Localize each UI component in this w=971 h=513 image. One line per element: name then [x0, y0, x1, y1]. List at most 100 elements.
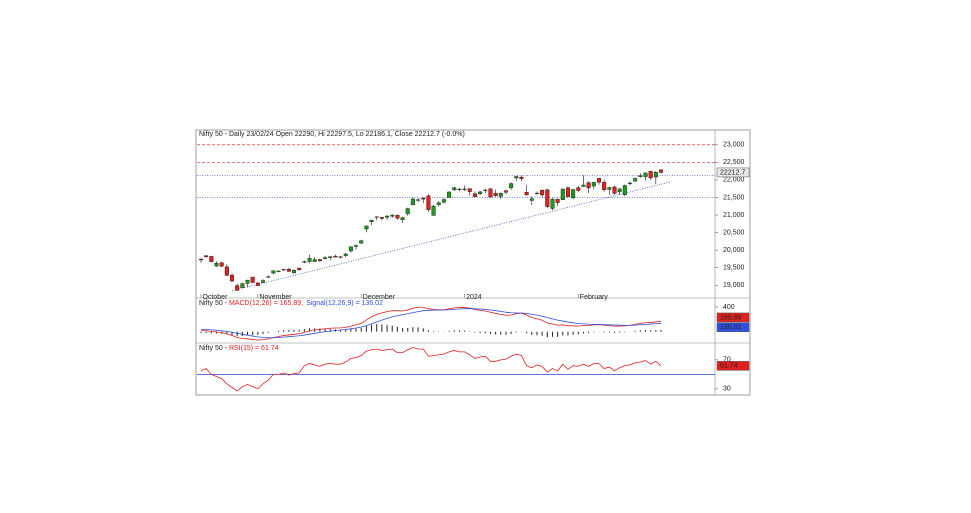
candle-body	[230, 274, 235, 282]
candle-body	[581, 184, 586, 187]
candle-body	[462, 188, 467, 190]
candle-body	[653, 172, 658, 178]
candle-body	[416, 199, 421, 201]
value-box	[716, 167, 750, 178]
y-tick-label: 22,000	[723, 177, 745, 184]
candle-body	[385, 215, 390, 218]
candle-body	[240, 283, 245, 288]
candle-body	[441, 199, 446, 203]
candle-body	[328, 256, 333, 258]
candle-body	[478, 191, 483, 194]
candle-body	[410, 198, 415, 206]
macd-line	[200, 306, 662, 341]
trend-line	[231, 181, 672, 292]
y-tick-label: 23,000	[723, 142, 745, 149]
candle-body	[312, 259, 317, 262]
y-tick-label: 70	[723, 357, 731, 364]
candle-body	[534, 192, 539, 194]
candle-body	[596, 178, 601, 183]
candle-body	[390, 214, 395, 217]
candle-body	[514, 176, 519, 179]
candle-body	[498, 193, 503, 197]
macd-line	[200, 308, 662, 339]
candle-body	[209, 256, 214, 262]
candle-body	[571, 189, 576, 199]
candle-body	[421, 198, 426, 200]
candle-body	[638, 175, 643, 177]
candle-body	[560, 188, 565, 200]
candle-body	[204, 255, 209, 257]
candle-body	[555, 198, 560, 203]
candle-body	[235, 285, 240, 291]
panel-title: Nifty 50 - RSI(15) = 61.74	[199, 345, 279, 352]
candle-body	[369, 219, 374, 222]
candle-body	[633, 178, 638, 182]
candle-body	[297, 267, 302, 270]
candle-body	[250, 276, 255, 283]
legend-entry: MACD(12,26) = 165.89,	[229, 300, 303, 307]
y-tick-label: 30	[723, 386, 731, 393]
panel-title-prefix: Nifty 50 -	[199, 300, 229, 307]
candle-body	[488, 188, 493, 198]
y-tick-label: 20,500	[723, 229, 745, 236]
candle-body	[472, 193, 477, 198]
candle-body	[405, 208, 410, 215]
candle-body	[379, 217, 384, 219]
candle-body	[333, 255, 338, 258]
candle-body	[302, 261, 307, 263]
candle-body	[266, 276, 271, 278]
candle-body	[219, 262, 224, 267]
candle-body	[436, 202, 441, 205]
candle-body	[627, 182, 632, 184]
panel-title: Nifty 50 - MACD(12,26) = 165.89, Signal(1…	[199, 300, 383, 307]
x-tick-label: February	[580, 294, 609, 301]
candle-body	[509, 183, 514, 189]
candle-body	[467, 188, 472, 192]
x-tick-label: October	[203, 294, 229, 301]
value-box	[716, 312, 750, 323]
rsi-line	[200, 347, 662, 392]
candle-body	[503, 190, 508, 193]
value-box-label: 165.89	[720, 314, 742, 321]
candle-body	[550, 198, 555, 209]
legend-entry: RSI(15) = 61.74	[229, 345, 279, 352]
candle-body	[271, 270, 276, 274]
candle-body	[317, 259, 322, 262]
candle-body	[224, 266, 229, 276]
candle-body	[261, 280, 266, 283]
candle-body	[276, 270, 281, 272]
candle-body	[493, 193, 498, 197]
x-tick-label: 2024	[466, 294, 482, 301]
candle-body	[255, 282, 260, 286]
candle-body	[452, 187, 457, 191]
chart-title: Nifty 50 - Daily 23/02/24 Open 22290, Hi…	[199, 131, 465, 138]
x-tick-label: December	[363, 294, 396, 301]
candle-body	[354, 245, 359, 247]
candle-body	[648, 170, 653, 179]
candle-body	[374, 216, 379, 218]
candle-body	[343, 253, 348, 256]
y-tick-label: 19,500	[723, 265, 745, 272]
chart-frame	[195, 129, 751, 396]
value-box-label: 61.74	[720, 363, 738, 370]
y-tick-label: 21,000	[723, 212, 745, 219]
candle-body	[400, 217, 405, 220]
candle-body	[457, 188, 462, 190]
candle-body	[524, 192, 529, 196]
candle-body	[612, 186, 617, 194]
candle-body	[519, 176, 524, 179]
value-box	[716, 361, 750, 371]
candle-body	[323, 257, 328, 259]
legend-entry: Signal(12,26,9) = 136.02	[306, 300, 383, 307]
candle-body	[540, 189, 545, 196]
x-tick-label: November	[259, 294, 292, 301]
candle-body	[586, 182, 591, 189]
candle-body	[643, 172, 648, 177]
y-tick-label: 22,500	[723, 159, 745, 166]
candle-body	[545, 189, 550, 207]
candle-body	[617, 188, 622, 192]
candle-body	[576, 187, 581, 191]
candle-body	[565, 187, 570, 197]
value-box-label: 136.02	[720, 324, 742, 331]
